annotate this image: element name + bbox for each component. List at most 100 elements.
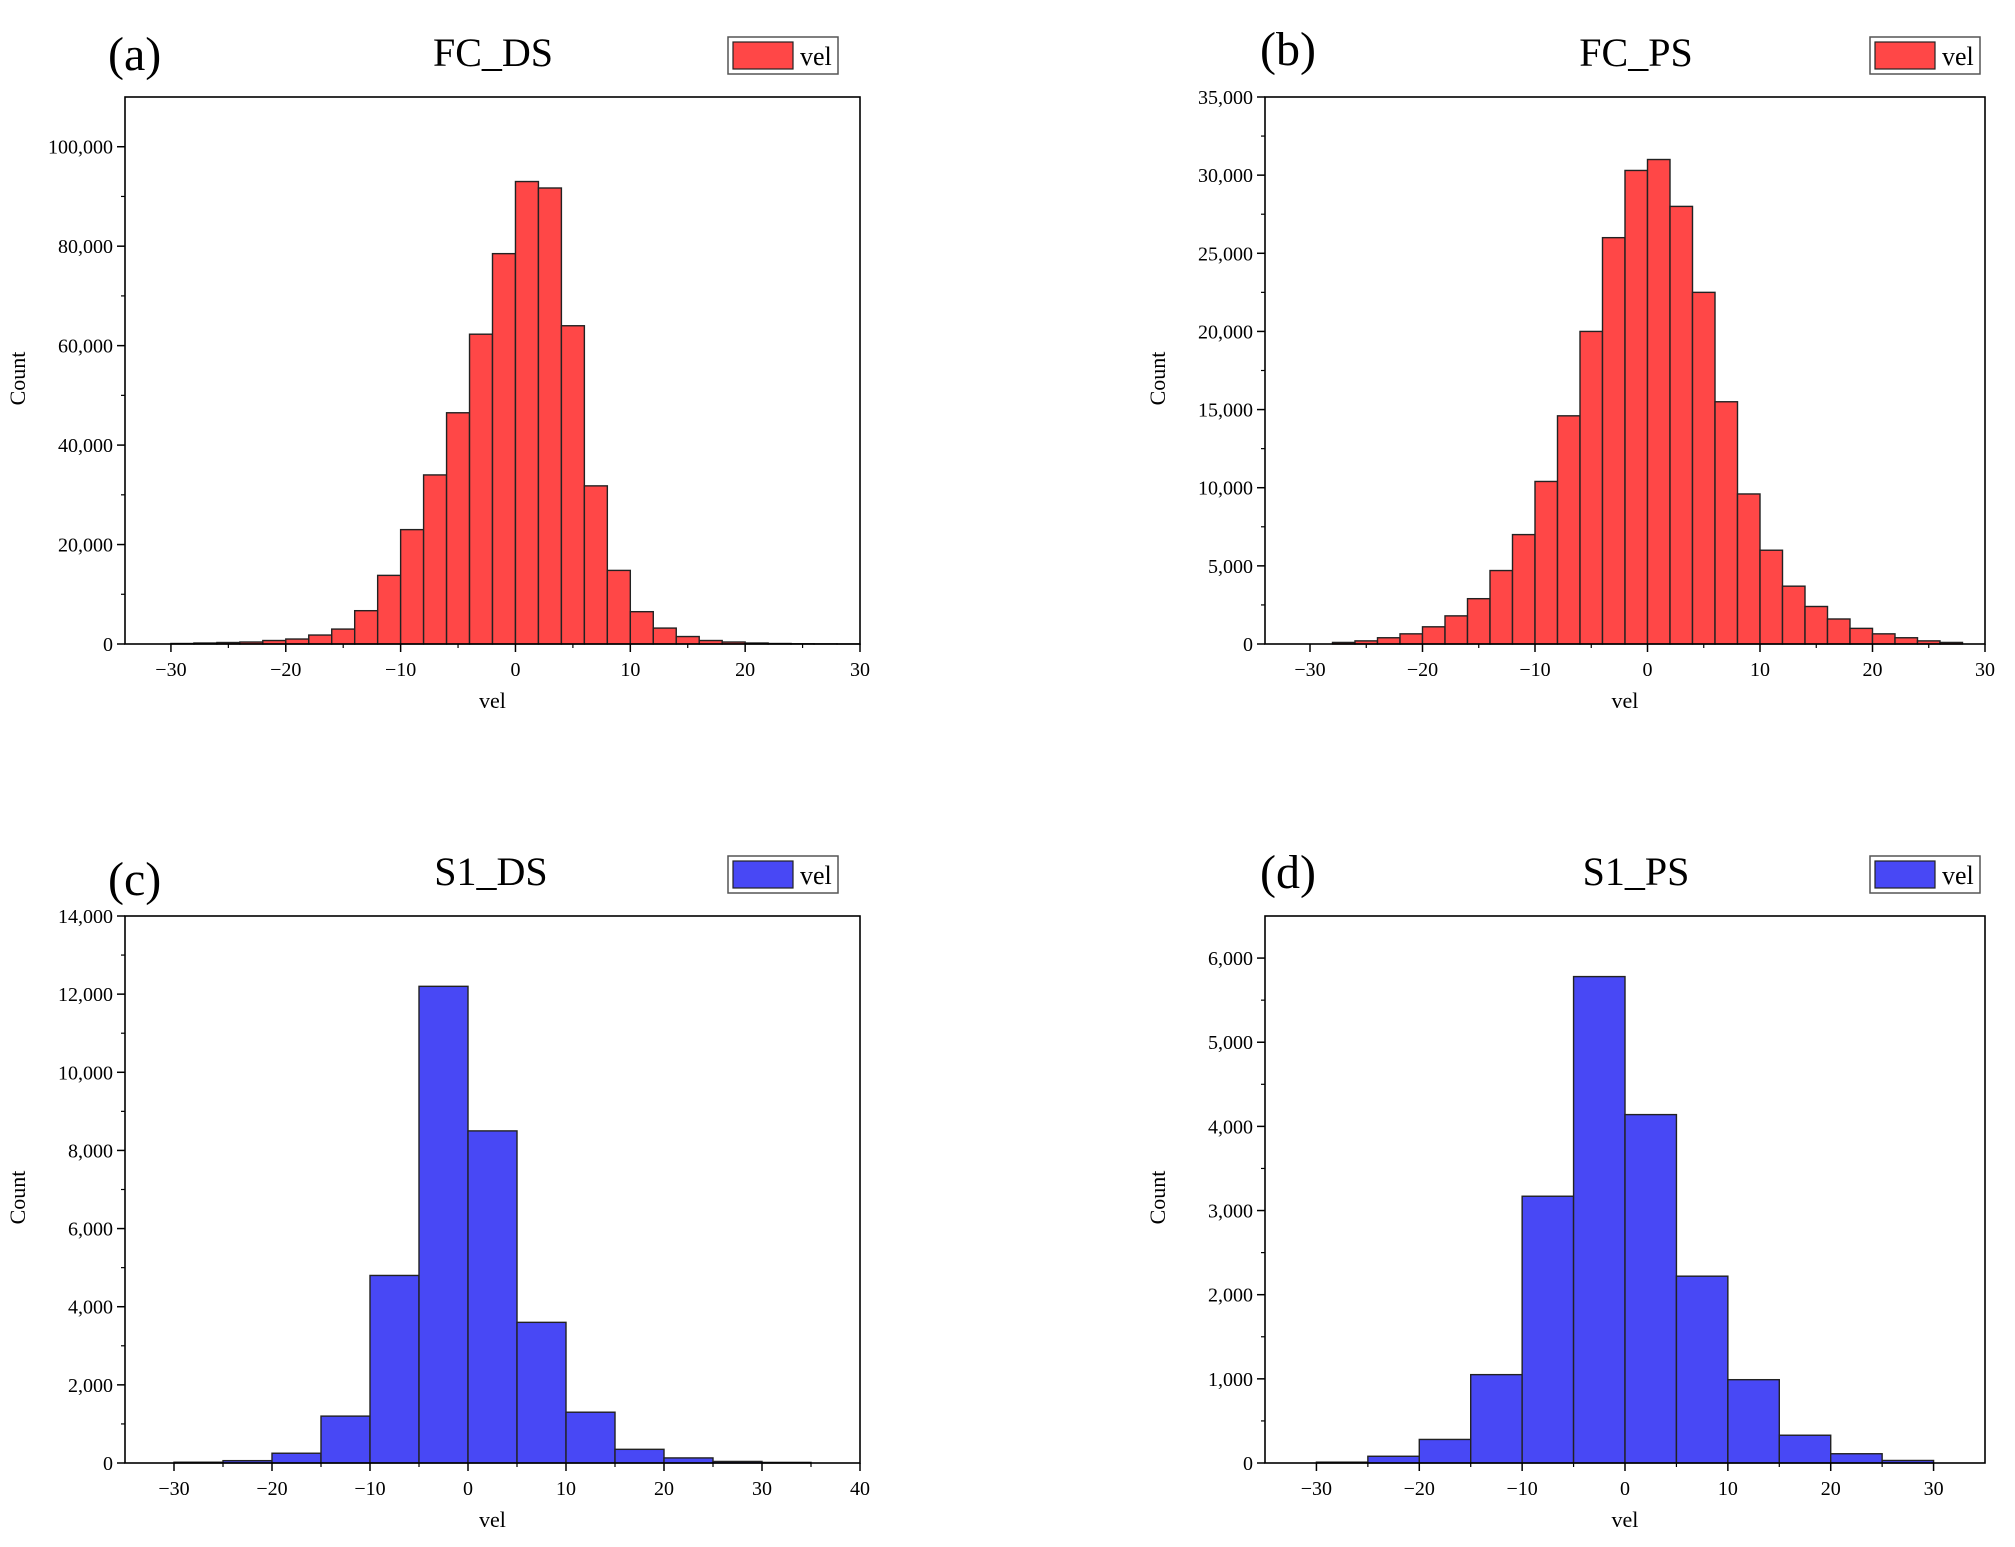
y-tick-label: 5,000 [1208,1032,1253,1054]
histogram-bar [566,1412,615,1463]
y-tick-label: 30,000 [1198,165,1253,187]
y-tick-label: 10,000 [58,1062,113,1084]
histogram-bar [1625,1115,1676,1463]
x-tick-label: 20 [1821,1478,1841,1500]
histogram-bar [1895,638,1918,644]
x-tick-label: 10 [556,1478,576,1500]
x-axis-label: vel [479,1507,506,1532]
histogram-bar [1580,331,1603,644]
histogram-bar [401,530,424,644]
histogram-bar [468,1131,517,1463]
y-tick-label: 8,000 [68,1140,113,1162]
histogram-bar [1513,535,1536,644]
histogram-bar [1490,571,1513,644]
x-tick-label: 0 [1643,659,1653,681]
y-tick-label: 14,000 [58,906,113,928]
x-tick-label: 20 [735,659,755,681]
y-tick-label: 4,000 [1208,1116,1253,1138]
histogram-bar [1419,1439,1470,1463]
histogram-bar [1445,616,1468,644]
x-tick-label: 20 [654,1478,674,1500]
x-tick-label: −20 [270,659,301,681]
x-tick-label: −10 [1507,1478,1538,1500]
x-tick-label: 30 [752,1478,772,1500]
x-tick-label: 30 [1924,1478,1944,1500]
histogram-bar [607,570,630,644]
x-tick-label: 40 [850,1478,870,1500]
histogram-bar [1400,634,1423,644]
y-axis-label: Count [1145,1171,1170,1225]
y-tick-label: 25,000 [1198,243,1253,265]
y-tick-label: 2,000 [1208,1285,1253,1307]
legend-label: vel [1942,42,1974,71]
y-tick-label: 10,000 [1198,478,1253,500]
histogram-bar [355,611,378,644]
histogram-bar [470,334,493,644]
legend-swatch [733,42,793,69]
legend-swatch [1875,861,1935,888]
panel-letter: (c) [108,853,161,906]
histogram-bar [1873,634,1896,644]
histogram-bar [378,575,401,644]
y-tick-label: 35,000 [1198,87,1253,109]
x-tick-label: −30 [158,1478,189,1500]
histogram-bar [1625,170,1648,644]
histogram-bar [584,486,607,644]
histogram-bar [653,628,676,644]
histogram-bar [615,1449,664,1463]
legend: vel [728,856,838,893]
chart-title: FC_DS [433,30,553,75]
y-axis-label: Count [5,1171,30,1225]
panel-letter: (d) [1260,846,1316,899]
chart-title: S1_PS [1583,849,1690,894]
x-tick-label: −20 [256,1478,287,1500]
y-tick-label: 1,000 [1208,1369,1253,1391]
histogram-bar [1850,628,1873,644]
chart-title: FC_PS [1579,30,1692,75]
histogram-bar [676,637,699,644]
x-tick-label: −10 [354,1478,385,1500]
histogram-bar [1574,977,1625,1463]
y-tick-label: 40,000 [58,435,113,457]
x-tick-label: 0 [1620,1478,1630,1500]
y-tick-label: 12,000 [58,984,113,1006]
legend: vel [728,37,838,74]
histogram-bar [1648,160,1671,644]
legend: vel [1870,856,1980,893]
histogram-bar [332,629,355,644]
y-tick-label: 5,000 [1208,556,1253,578]
histogram-bar [1368,1456,1419,1463]
legend: vel [1870,37,1980,74]
histogram-bar [1522,1196,1573,1463]
x-tick-label: −20 [1407,659,1438,681]
histogram-bar [370,1275,419,1463]
x-tick-label: 0 [463,1478,473,1500]
histogram-bar [1760,550,1783,644]
panel-letter: (a) [108,28,161,81]
histogram-bar [1676,1276,1727,1463]
y-tick-label: 6,000 [1208,948,1253,970]
histogram-bar [1535,481,1558,644]
histogram-bar [493,254,516,644]
x-tick-label: 10 [1750,659,1770,681]
y-axis-label: Count [1145,352,1170,406]
y-tick-label: 15,000 [1198,400,1253,422]
legend-swatch [733,861,793,888]
histogram-bar [1471,1375,1522,1463]
y-tick-label: 80,000 [58,236,113,258]
chart-title: S1_DS [434,849,547,894]
histogram-bar [515,182,538,644]
x-axis-label: vel [1612,688,1639,713]
histogram-bar [447,413,470,644]
x-tick-label: 20 [1863,659,1883,681]
histogram-bar [561,326,584,644]
y-tick-label: 4,000 [68,1297,113,1319]
x-tick-label: −20 [1404,1478,1435,1500]
panel-letter: (b) [1260,23,1316,76]
histogram-bar [1423,627,1446,644]
histogram-bar [1670,206,1693,644]
histogram-bar [1693,292,1716,644]
